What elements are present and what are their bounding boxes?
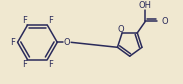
Text: O: O [161,17,168,26]
Text: F: F [48,60,53,69]
Text: O: O [118,25,124,34]
Text: F: F [48,16,53,25]
Text: O: O [63,38,70,47]
Text: OH: OH [139,1,152,10]
Text: F: F [10,38,14,47]
Text: F: F [22,16,27,25]
Text: F: F [22,60,27,69]
